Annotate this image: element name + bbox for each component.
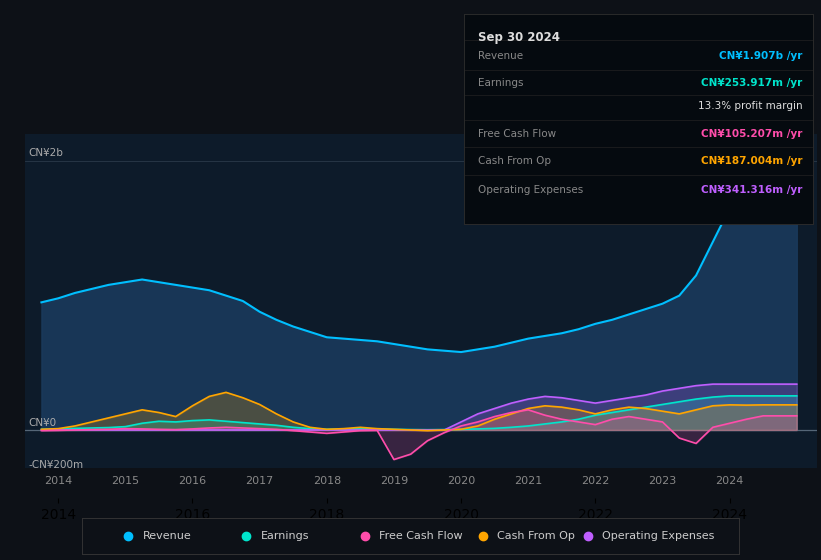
- Text: CN¥2b: CN¥2b: [29, 148, 63, 158]
- Text: Operating Expenses: Operating Expenses: [603, 531, 714, 541]
- Text: CN¥253.917m /yr: CN¥253.917m /yr: [701, 78, 802, 88]
- Text: 2022: 2022: [581, 476, 609, 486]
- Text: Earnings: Earnings: [261, 531, 310, 541]
- Text: Sep 30 2024: Sep 30 2024: [478, 31, 560, 44]
- Text: 2020: 2020: [447, 476, 475, 486]
- Text: Revenue: Revenue: [478, 51, 523, 61]
- Text: CN¥1.907b /yr: CN¥1.907b /yr: [719, 51, 802, 61]
- Text: 2019: 2019: [380, 476, 408, 486]
- Text: 2015: 2015: [112, 476, 140, 486]
- Text: CN¥105.207m /yr: CN¥105.207m /yr: [701, 129, 802, 139]
- Text: 2014: 2014: [44, 476, 72, 486]
- Text: 2018: 2018: [313, 476, 341, 486]
- Text: CN¥0: CN¥0: [29, 418, 57, 428]
- Text: Revenue: Revenue: [143, 531, 191, 541]
- Text: CN¥341.316m /yr: CN¥341.316m /yr: [701, 185, 802, 195]
- Text: Free Cash Flow: Free Cash Flow: [379, 531, 462, 541]
- Text: Cash From Op: Cash From Op: [478, 156, 551, 166]
- Text: 13.3% profit margin: 13.3% profit margin: [698, 101, 802, 111]
- Text: 2017: 2017: [245, 476, 273, 486]
- Text: Earnings: Earnings: [478, 78, 523, 88]
- Text: 2016: 2016: [178, 476, 207, 486]
- Text: CN¥187.004m /yr: CN¥187.004m /yr: [701, 156, 802, 166]
- Text: Cash From Op: Cash From Op: [498, 531, 575, 541]
- Text: 2023: 2023: [649, 476, 677, 486]
- Text: 2024: 2024: [715, 476, 744, 486]
- Text: Free Cash Flow: Free Cash Flow: [478, 129, 556, 139]
- Text: Operating Expenses: Operating Expenses: [478, 185, 583, 195]
- Text: -CN¥200m: -CN¥200m: [29, 460, 84, 470]
- Text: 2021: 2021: [514, 476, 543, 486]
